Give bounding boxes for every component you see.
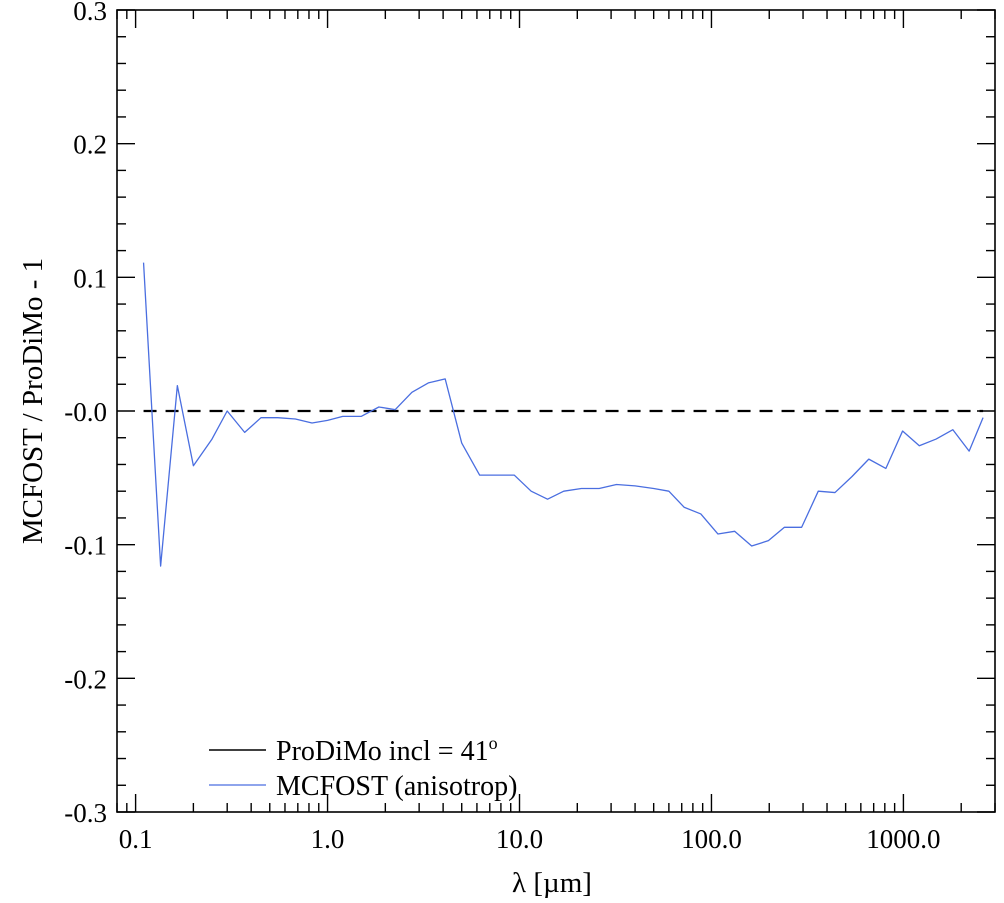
x-tick-label: 0.1 — [119, 824, 153, 854]
y-tick-label: -0.3 — [64, 798, 107, 828]
x-tick-label: 10.0 — [496, 824, 543, 854]
y-tick-label: -0.1 — [64, 531, 107, 561]
plot-frame — [116, 9, 996, 813]
y-axis-label: MCFOST / ProDiMo - 1 — [17, 258, 49, 544]
y-tick-label: 0.1 — [73, 263, 107, 293]
x-tick-label: 1.0 — [311, 824, 345, 854]
y-tick-label: 0.2 — [73, 130, 107, 160]
series-line-1 — [142, 262, 984, 567]
x-tick-label: 1000.0 — [866, 824, 940, 854]
y-tick-label: -0.2 — [64, 664, 107, 694]
legend-label-superscript: o — [489, 733, 498, 753]
y-tick-label: -0.0 — [64, 397, 107, 427]
legend-label-1: MCFOST (anisotrop) — [276, 771, 517, 802]
x-tick-label: 100.0 — [681, 824, 742, 854]
legend-label-0: ProDiMo incl = 41o — [276, 733, 498, 767]
x-axis-label: λ [µm] — [512, 867, 592, 899]
y-tick-label: 0.3 — [73, 0, 107, 26]
